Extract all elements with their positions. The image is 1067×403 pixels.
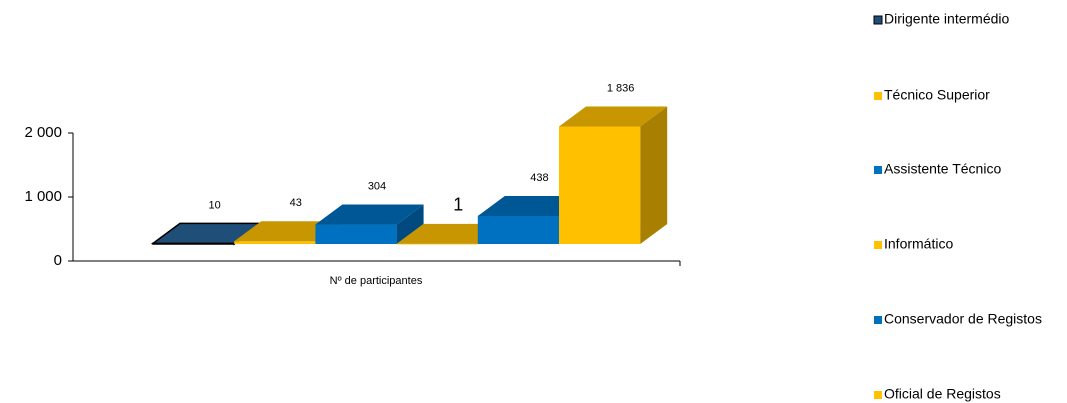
bar-top	[477, 195, 586, 216]
data-label: 1 836	[607, 82, 635, 94]
y-tick-label: 1 000	[24, 188, 62, 205]
data-label: 304	[368, 180, 386, 192]
legend-marker	[874, 92, 882, 100]
bar-top	[234, 221, 343, 242]
bar-front	[396, 243, 478, 245]
legend-label: Oficial de Registos	[884, 386, 1001, 402]
data-label: 10	[208, 199, 220, 211]
bar-top	[559, 106, 668, 127]
legend-label: Dirigente intermédio	[884, 11, 1009, 27]
data-label: 1	[453, 195, 463, 215]
x-tick-label: Nº de participantes	[330, 275, 423, 287]
y-tick-label: 2 000	[24, 124, 62, 141]
legend-label: Informático	[884, 236, 953, 252]
data-label: 43	[290, 197, 302, 209]
legend-marker	[874, 241, 882, 249]
legend-marker	[874, 166, 882, 174]
legend-marker	[874, 316, 882, 324]
legend-label: Conservador de Registos	[884, 311, 1042, 327]
bar-side	[396, 204, 424, 244]
bar-front	[315, 224, 397, 244]
bar-front	[559, 126, 641, 244]
bar-top	[315, 204, 424, 225]
y-tick-label: 0	[54, 252, 62, 269]
data-label: 438	[530, 172, 548, 184]
legend-marker	[874, 391, 882, 399]
bar-top	[396, 223, 505, 244]
bar-front	[234, 241, 316, 244]
legend-label: Assistente Técnico	[884, 161, 1001, 177]
bar-front	[477, 215, 559, 244]
legend-label: Técnico Superior	[884, 87, 990, 103]
legend-marker	[873, 15, 883, 25]
bar-side	[640, 106, 668, 244]
